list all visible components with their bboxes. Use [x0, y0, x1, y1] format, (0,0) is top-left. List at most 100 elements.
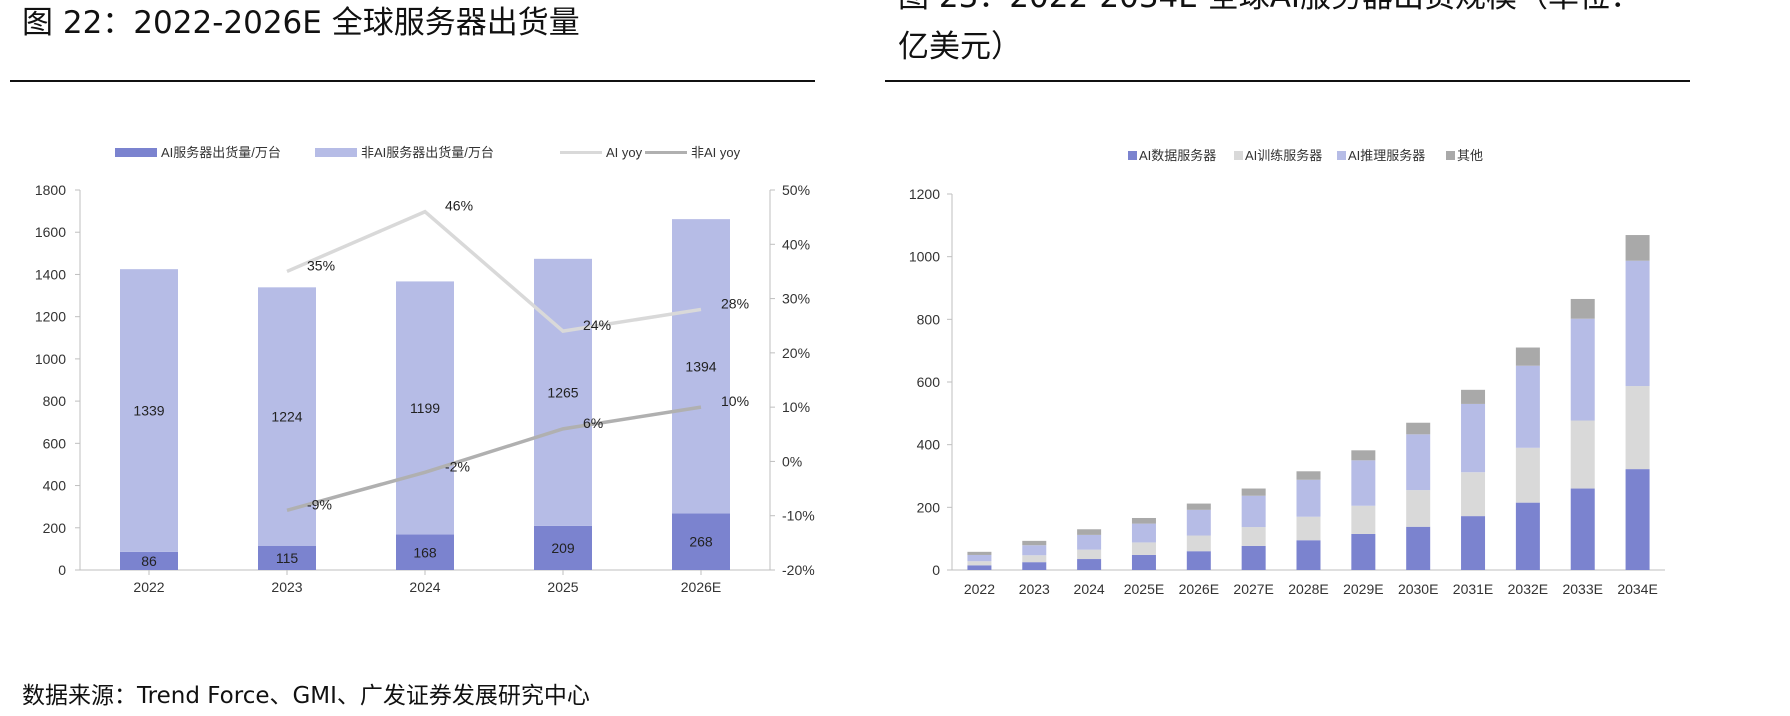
x-tick-label: 2024: [409, 579, 440, 595]
bar-segment-2-2031E: [1461, 403, 1486, 473]
bar-segment-1-2029E: [1351, 505, 1376, 534]
y2-tick-label: 20%: [782, 345, 810, 361]
bar-label-ai: 115: [276, 550, 299, 566]
left-title-rule: [10, 80, 815, 82]
y-tick-label: 200: [43, 520, 67, 536]
x-tick-label: 2029E: [1343, 581, 1383, 597]
y-tick-label: 800: [917, 311, 941, 327]
bar-label-ai: 268: [689, 534, 713, 550]
bar-segment-0-2027E: [1241, 545, 1266, 570]
ai-server-market-chart: AI数据服务器 AI训练服务器 AI推理服务器 其他 0 200 400 600 800 1000…: [909, 148, 1665, 597]
line-point-label: 35%: [307, 257, 335, 273]
bar-segment-1-2024: [1077, 549, 1102, 560]
y-tick-label: 600: [43, 435, 67, 451]
bar-segment-0-2029E: [1351, 533, 1376, 570]
bar-segment-3-2026E: [1186, 503, 1211, 510]
bar-ai-2024: [396, 534, 454, 570]
bar-non-ai-2024: [396, 281, 454, 535]
legend-label-3: 其他: [1457, 148, 1483, 163]
y2-tick-label: -20%: [782, 562, 815, 578]
y-tick-label: 400: [43, 478, 67, 494]
y-tick-label: 1400: [35, 266, 66, 282]
bar-segment-3-2031E: [1461, 389, 1486, 404]
bar-segment-2-2025E: [1131, 523, 1156, 543]
bar-label-non-ai: 1265: [547, 384, 578, 400]
line-ai-yoy: [286, 209, 702, 333]
bar-segment-2-2022: [967, 554, 992, 562]
x-tick-label: 2026E: [681, 579, 721, 595]
bar-segment-2-2027E: [1241, 495, 1266, 528]
y-tick-label: 600: [917, 374, 941, 390]
line-point-label: 28%: [721, 295, 749, 311]
bar-segment-0-2030E: [1406, 526, 1431, 570]
bar-non-ai-2026E: [672, 219, 730, 514]
bar-segment-3-2024: [1077, 529, 1102, 535]
legend-label-0: AI数据服务器: [1139, 148, 1216, 163]
y-tick-label: 200: [917, 499, 941, 515]
right-figure-title-line2: 亿美元）: [898, 29, 1022, 65]
server-shipments-chart: AI服务器出货量/万台 非AI服务器出货量/万台 AI yoy 非AI yoy 0 200…: [35, 145, 815, 595]
legend-swatch-0: [1128, 151, 1137, 160]
y2-tick-label: 10%: [782, 399, 810, 415]
bar-label-non-ai: 1199: [410, 400, 440, 416]
bar-label-non-ai: 1339: [133, 403, 164, 419]
bar-segment-2-2029E: [1351, 460, 1376, 506]
bar-segment-0-2025E: [1131, 554, 1156, 570]
bar-segment-3-2023: [1022, 540, 1047, 546]
bar-segment-1-2028E: [1296, 516, 1321, 541]
x-tick-label: 2026E: [1179, 581, 1219, 597]
bar-segment-1-2027E: [1241, 527, 1266, 546]
bar-segment-2-2032E: [1515, 365, 1540, 448]
bar-segment-3-2033E: [1570, 298, 1595, 319]
x-tick-label: 2024: [1074, 581, 1105, 597]
bar-segment-2-2030E: [1406, 434, 1431, 491]
y-tick-label: 1800: [35, 182, 66, 198]
legend-label-2: AI推理服务器: [1348, 148, 1425, 163]
bar-segment-2-2033E: [1570, 318, 1595, 421]
bar-segment-1-2031E: [1461, 472, 1486, 517]
line-point-label: 24%: [583, 317, 611, 333]
x-tick-label: 2023: [1019, 581, 1050, 597]
line-point-label: -2%: [445, 458, 470, 474]
bar-segment-0-2022: [967, 565, 992, 570]
legend-label-3: 非AI yoy: [691, 145, 741, 160]
legend-label-1: 非AI服务器出货量/万台: [361, 145, 494, 160]
bar-segment-3-2030E: [1406, 422, 1431, 435]
bar-segment-3-2034E: [1625, 235, 1650, 261]
y-tick-label: 800: [43, 393, 67, 409]
bar-segment-3-2028E: [1296, 471, 1321, 480]
bar-segment-2-2028E: [1296, 479, 1321, 517]
y2-tick-label: 40%: [782, 236, 810, 252]
bar-segment-1-2025E: [1131, 542, 1156, 555]
x-tick-label: 2031E: [1453, 581, 1493, 597]
bar-segment-3-2032E: [1515, 347, 1540, 366]
bar-ai-2023: [258, 545, 316, 570]
bar-segment-3-2027E: [1241, 488, 1266, 496]
bar-segment-1-2033E: [1570, 420, 1595, 489]
line-point-label: 46%: [445, 198, 473, 214]
y-tick-label: 1000: [909, 249, 940, 265]
x-tick-label: 2028E: [1288, 581, 1328, 597]
x-tick-label: 2022: [133, 579, 164, 595]
x-tick-label: 2022: [964, 581, 995, 597]
bar-segment-3-2025E: [1131, 517, 1156, 524]
right-title-rule: [885, 80, 1690, 82]
bar-ai-2022: [120, 551, 178, 570]
legend-swatch-0: [115, 148, 157, 157]
legend-label-0: AI服务器出货量/万台: [161, 145, 281, 160]
x-tick-label: 2025: [547, 579, 578, 595]
right-figure-title-line1: 图 23：2022-2034E 全球AI服务器出货规模（单位：: [898, 0, 1641, 16]
x-tick-label: 2033E: [1562, 581, 1602, 597]
legend-swatch-3: [1446, 151, 1455, 160]
bar-label-ai: 168: [413, 544, 437, 560]
y2-tick-label: 0%: [782, 453, 802, 469]
x-tick-label: 2034E: [1617, 581, 1657, 597]
bar-label-ai: 86: [141, 553, 157, 569]
bar-non-ai-2025: [534, 258, 592, 526]
bar-segment-2-2026E: [1186, 509, 1211, 536]
bar-segment-1-2022: [967, 561, 992, 566]
bar-segment-1-2034E: [1625, 386, 1650, 470]
bar-segment-0-2024: [1077, 559, 1102, 570]
bar-non-ai-2022: [120, 269, 178, 552]
y-tick-label: 0: [58, 562, 66, 578]
